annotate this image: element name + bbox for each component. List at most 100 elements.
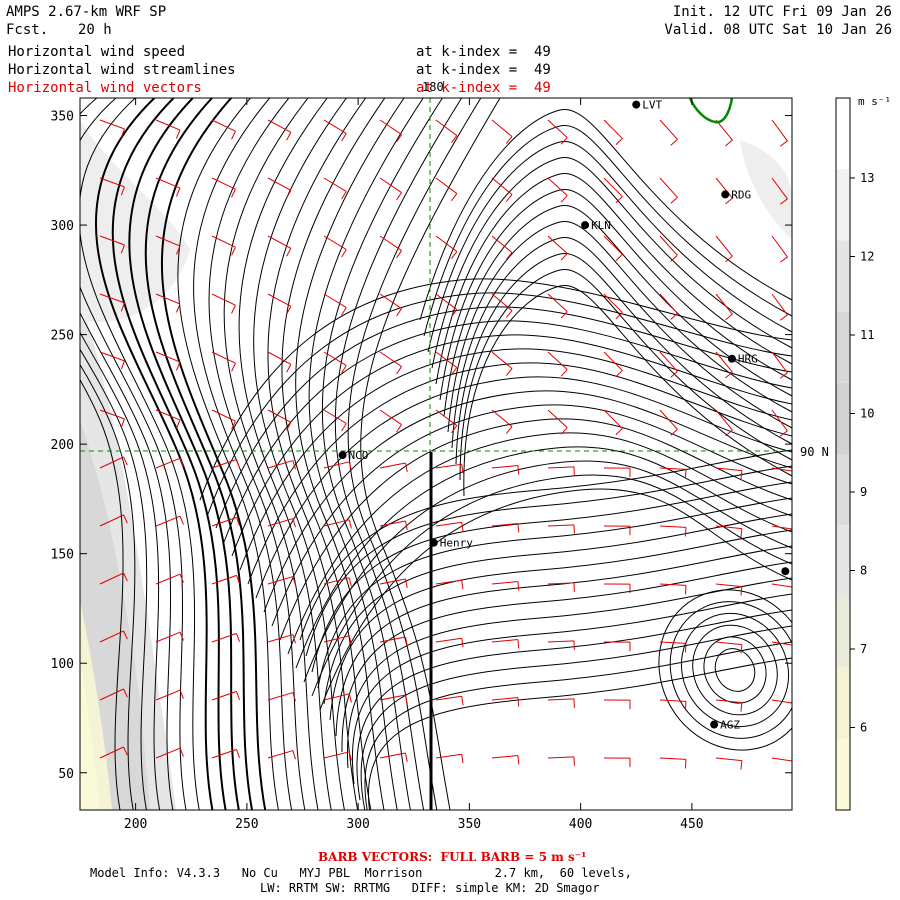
colorbar-segment [836, 596, 850, 668]
streamline [335, 545, 792, 737]
cyclone-streamline [658, 589, 792, 751]
wind-barb-flag [396, 424, 402, 433]
streamline [231, 334, 792, 557]
wind-barb [211, 748, 237, 759]
wind-barb [659, 119, 678, 140]
wind-barb-flag [396, 192, 402, 201]
wind-barb [659, 177, 678, 198]
wind-barb [379, 636, 406, 643]
wind-barb-flag [236, 575, 240, 585]
wind-barb-flag [505, 368, 513, 376]
streamline [208, 98, 306, 810]
plot-frame [79, 97, 793, 811]
wind-barb-flag [615, 196, 623, 204]
x-tick-label: 450 [680, 817, 703, 832]
streamline [239, 348, 792, 571]
meridian-label: 180 [422, 80, 444, 94]
streamline [443, 204, 792, 417]
colorbar-segment [836, 169, 850, 241]
wind-barb-flag [670, 254, 678, 262]
wind-barb [435, 409, 458, 426]
wind-barb-flag [405, 462, 408, 472]
wind-barb [379, 462, 406, 469]
wind-barb [547, 466, 574, 469]
wind-barb [491, 639, 518, 643]
wind-barb-flag [461, 696, 464, 706]
wind-barb-flag [292, 634, 296, 644]
wind-barb-flag [740, 528, 743, 538]
colorbar-frame [835, 97, 851, 811]
wind-barb [99, 119, 125, 130]
wind-barb-flag [517, 697, 520, 707]
y-tick-label: 150 [51, 548, 74, 563]
wind-barb [99, 514, 124, 527]
wind-barb [771, 699, 792, 704]
wind-barb-flag [505, 136, 513, 144]
wind-barb [267, 460, 294, 469]
wind-barb-flag [560, 195, 568, 203]
wind-barb [715, 119, 733, 141]
wind-barb [267, 119, 292, 133]
wind-barb [379, 293, 402, 309]
wind-barb-flag [517, 639, 520, 649]
streamline [247, 362, 792, 585]
wind-barb-flag [348, 519, 352, 529]
wind-barb-flag [779, 198, 788, 205]
wind-barb-flag [451, 367, 458, 376]
wind-barb-flag [725, 313, 733, 321]
wind-barb [155, 689, 181, 701]
wind-barb [715, 293, 733, 315]
wind-barb-flag [796, 588, 797, 597]
wind-barb [547, 582, 574, 585]
wind-barb-flag [231, 363, 236, 372]
wind-barb [379, 235, 402, 251]
coastline [688, 98, 734, 124]
streamline [329, 529, 792, 721]
wind-barb [603, 409, 623, 429]
wind-barb-flag [505, 426, 513, 434]
wind-barb [491, 755, 518, 759]
wind-barb [323, 351, 347, 366]
station-label: NCO [349, 449, 369, 462]
streamline [263, 390, 792, 613]
wind-barb-flag [341, 365, 347, 374]
wind-barb-flag [451, 251, 458, 260]
wind-barb [267, 409, 292, 423]
streamline [368, 657, 792, 810]
wind-barb-flag [796, 530, 797, 539]
wind-barb [211, 119, 236, 132]
streamline [223, 98, 319, 810]
wind-barb [771, 177, 788, 200]
colorbar: 13 12 11 10 9 8 7 6 [835, 97, 874, 811]
colorbar-label: 13 [860, 171, 874, 185]
wind-barb [99, 409, 125, 420]
wind-barb-flag [286, 190, 292, 199]
wind-barb [379, 177, 402, 193]
field-vectors: Horizontal wind vectors [8, 80, 202, 96]
streamline [80, 98, 174, 810]
station-marker [581, 221, 590, 230]
streamline [128, 98, 240, 810]
wind-barb [267, 177, 292, 191]
wind-barb [547, 524, 574, 527]
streamline [295, 446, 792, 669]
streamline [319, 488, 792, 711]
wind-barb [379, 409, 402, 425]
wind-barb [99, 456, 124, 469]
wind-barb-flag [505, 310, 513, 318]
wind-barb-flag [740, 586, 743, 596]
wind-barb-flag [740, 470, 743, 480]
wind-barb-flag [670, 370, 678, 378]
wind-barb [491, 293, 513, 311]
station-label: Henry [440, 537, 473, 550]
wind-barb-flag [796, 704, 797, 713]
colorbar-unit: m s⁻¹ [858, 95, 891, 108]
wind-barb [771, 119, 788, 142]
station-marker [338, 451, 347, 460]
init-time: Init. 12 UTC Fri 09 Jan 26 [672, 4, 892, 20]
wind-barb-flag [286, 422, 292, 431]
colorbar-segment [836, 525, 850, 597]
wind-barb-flag [405, 520, 408, 530]
streamline [435, 172, 792, 385]
wind-barb [267, 634, 294, 643]
